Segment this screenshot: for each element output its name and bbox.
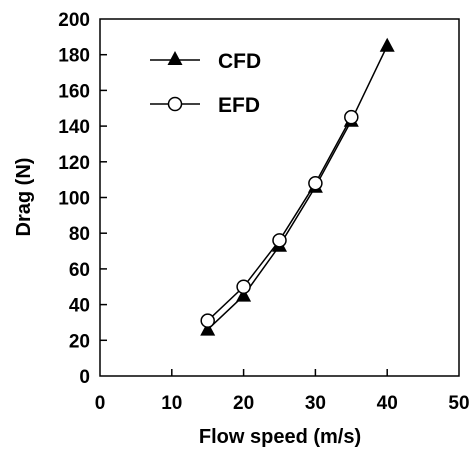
data-point-efd: [272, 233, 287, 248]
y-tick-label: 120: [58, 153, 90, 174]
y-tick-label: 160: [58, 81, 90, 102]
x-tick-label: 30: [305, 393, 326, 414]
y-tick-label: 100: [58, 189, 90, 210]
data-point-cfd: [200, 321, 216, 336]
series-line-cfd: [207, 45, 388, 331]
y-axis-title: Drag (N): [13, 158, 35, 237]
data-point-efd: [236, 279, 251, 294]
y-tick-label: 200: [58, 10, 90, 31]
data-point-efd: [200, 313, 215, 328]
legend-label-efd: EFD: [218, 94, 260, 117]
data-point-efd: [308, 175, 323, 191]
y-tick-label: 140: [58, 117, 90, 138]
y-tick-label: 20: [69, 331, 90, 352]
x-tick-label: 50: [448, 393, 469, 414]
x-tick-label: 10: [161, 393, 182, 414]
y-tick-label: 0: [79, 367, 90, 388]
y-tick-label: 40: [69, 296, 90, 317]
data-point-cfd: [379, 37, 395, 52]
y-tick-label: 60: [69, 260, 90, 281]
plot-frame: [99, 18, 460, 377]
y-tick-label: 80: [69, 224, 90, 245]
data-point-efd: [344, 109, 359, 125]
x-tick-label: 0: [95, 393, 106, 414]
legend-marker-efd: [167, 96, 183, 112]
y-tick-label: 180: [58, 46, 90, 67]
legend: CFD EFD: [150, 50, 261, 117]
series-layer: [200, 37, 395, 336]
series-line-efd: [207, 116, 352, 322]
x-tick-label: 20: [233, 393, 254, 414]
x-tick-label: 40: [377, 393, 398, 414]
legend-marker-cfd: [167, 51, 183, 65]
legend-label-cfd: CFD: [218, 50, 261, 73]
x-axis-title: Flow speed (m/s): [199, 426, 361, 448]
data-point-cfd: [236, 287, 252, 302]
axes: 0 10 20 30 40 50 0 20 40 60 80 100 120 140 160 180 200: [58, 10, 469, 414]
